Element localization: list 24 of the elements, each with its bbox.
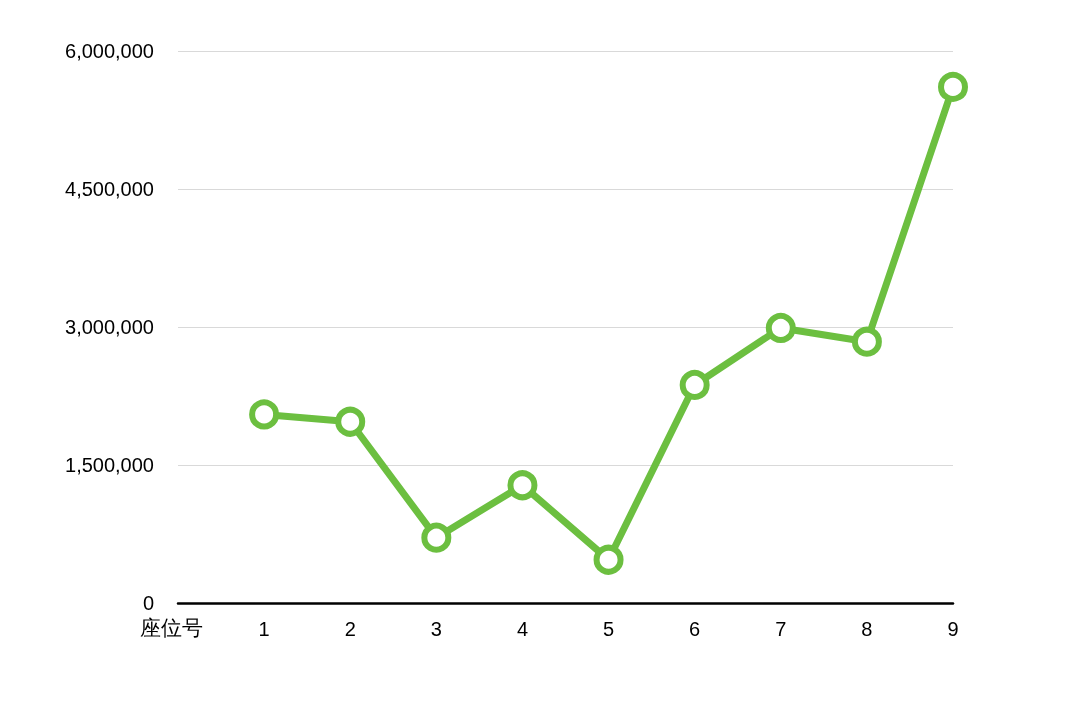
point — [593, 544, 624, 575]
point — [421, 522, 452, 553]
point — [851, 326, 882, 357]
x-tick-label: 4 — [516, 618, 529, 640]
x-tick-label: 3 — [430, 618, 442, 640]
y-tick-label: 3,000,000 — [65, 316, 154, 338]
x-tick-label: 1 — [258, 618, 270, 640]
x-tick-label: 9 — [947, 618, 959, 640]
x-tick-label: 8 — [861, 618, 873, 640]
y-tick-label: 6,000,000 — [65, 40, 154, 62]
point — [765, 312, 796, 343]
x-axis-title: 座位号 — [140, 616, 203, 639]
y-tick-label: 0 — [142, 592, 154, 614]
x-tick-label: 7 — [775, 618, 787, 640]
x-tick-label: 2 — [344, 618, 356, 640]
point — [249, 399, 280, 430]
point — [335, 406, 366, 437]
point — [507, 470, 538, 501]
x-tick-label: 6 — [689, 618, 701, 640]
y-tick-label: 4,500,000 — [65, 178, 154, 200]
point — [938, 71, 968, 102]
point — [679, 369, 710, 400]
y-tick-label: 1,500,000 — [65, 454, 154, 476]
x-tick-label: 5 — [602, 618, 615, 640]
